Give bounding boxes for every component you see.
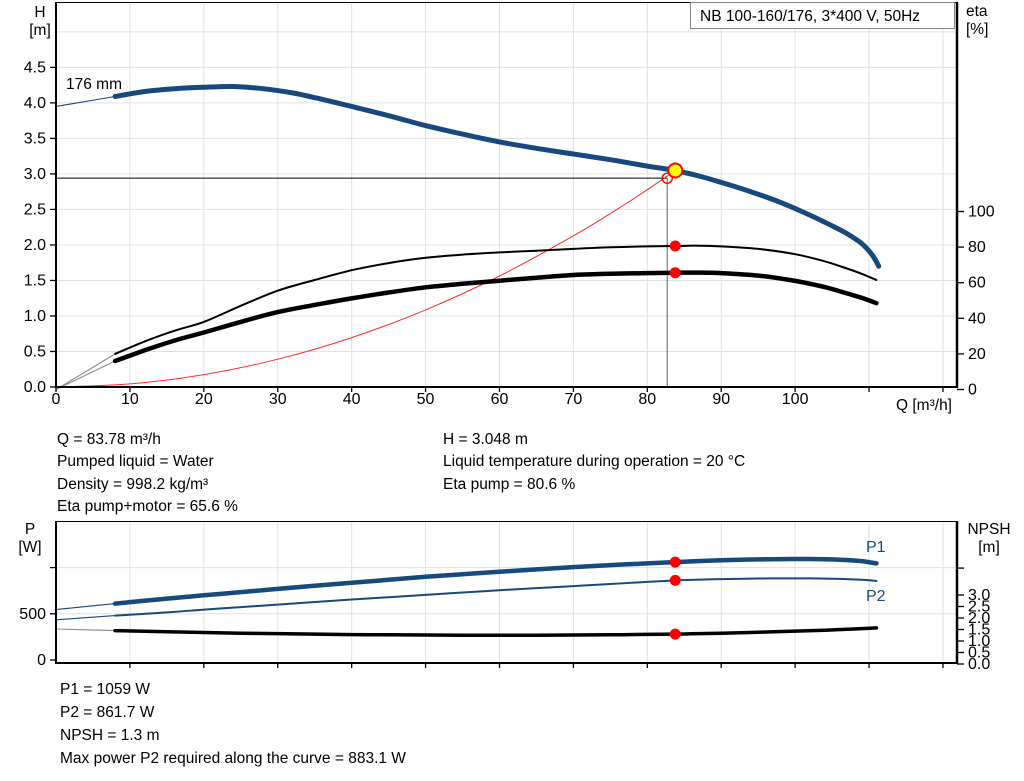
- head-curve-lead: [55, 95, 116, 107]
- h-axis-unit: [m]: [29, 22, 51, 39]
- q-axis-unit-label: Q [m³/h]: [896, 397, 952, 414]
- eta-axis-symbol: eta: [966, 3, 988, 20]
- p-axis-unit: [W]: [18, 539, 42, 556]
- y2-tick-label: 40: [968, 310, 986, 327]
- info-liquid-temperature: Liquid temperature during operation = 20…: [443, 453, 746, 471]
- y-tick-label: 1.0: [24, 308, 46, 325]
- x-tick-label: 40: [343, 391, 361, 408]
- x-tick-label: 50: [417, 391, 435, 408]
- npsh-curve: [113, 626, 879, 638]
- p-axis-symbol: P: [24, 521, 36, 538]
- h-axis-unit-label: H [m]: [22, 4, 58, 40]
- y-tick-label: 4.5: [24, 59, 46, 76]
- info-flow: Q = 83.78 m³/h: [57, 431, 161, 448]
- operating-point-dot[interactable]: [669, 240, 681, 252]
- info-max-power: Max power P2 required along the curve = …: [60, 750, 406, 768]
- y2-tick-label: 20: [968, 346, 986, 363]
- y-tick-label: 500: [19, 606, 46, 623]
- p2-curve-lead: [55, 615, 116, 621]
- info-head: H = 3.048 m: [443, 431, 528, 448]
- x-tick-label: 90: [712, 391, 730, 408]
- info-eta-pump: Eta pump = 80.6 %: [443, 475, 576, 493]
- y2-tick-label: 0.5: [968, 645, 990, 662]
- p-axis-unit-label: P [W]: [12, 521, 48, 557]
- y2-tick-label: 0: [968, 382, 977, 399]
- y2-tick-label: 1.5: [968, 622, 990, 639]
- x-tick-label: 20: [195, 391, 213, 408]
- y2-tick-label: 0.0: [968, 656, 990, 673]
- info-eta-pump-motor: Eta pump+motor = 65.6 %: [57, 498, 238, 516]
- operating-point-dot[interactable]: [669, 267, 681, 279]
- duty-info-left: Q = 83.78 m³/h Pumped liquid = Water Den…: [57, 429, 238, 519]
- operating-point-dot[interactable]: [669, 574, 681, 586]
- y-tick-label: 4.0: [24, 95, 46, 112]
- npsh-axis-symbol: NPSH: [967, 521, 1011, 538]
- info-p1: P1 = 1059 W: [60, 681, 151, 698]
- p1-curve: [112, 556, 879, 606]
- eta-axis-unit-label: eta [%]: [966, 3, 988, 39]
- eta-axis-unit: [%]: [966, 21, 989, 38]
- eta-pump-curve-lead: [55, 353, 116, 390]
- power-info-block: P1 = 1059 W P2 = 861.7 W NPSH = 1.3 m Ma…: [60, 678, 406, 770]
- head-curve: [112, 83, 882, 269]
- impeller-diameter-label: 176 mm: [66, 76, 122, 93]
- y-tick-label: 2.5: [24, 201, 46, 218]
- x-tick-label: 70: [564, 391, 582, 408]
- y2-tick-label: 60: [968, 275, 986, 292]
- info-p2: P2 = 861.7 W: [60, 704, 155, 722]
- eta-pump-curve: [114, 244, 878, 355]
- h-axis-symbol: H: [34, 4, 46, 21]
- y-tick-label: 0.5: [24, 343, 46, 360]
- pump-title: NB 100-160/176, 3*400 V, 50Hz: [700, 8, 921, 25]
- p2-curve-label: P2: [866, 588, 886, 605]
- pump-title-box: NB 100-160/176, 3*400 V, 50Hz: [690, 2, 955, 29]
- x-tick-label: 0: [52, 391, 61, 408]
- npsh-axis-unit: [m]: [978, 539, 1000, 556]
- x-tick-label: 10: [121, 391, 139, 408]
- info-npsh: NPSH = 1.3 m: [60, 727, 160, 745]
- y-tick-label: 0.0: [24, 379, 46, 396]
- y-tick-label: 1.5: [24, 272, 46, 289]
- operating-point-dot[interactable]: [669, 556, 681, 568]
- info-density: Density = 998.2 kg/m³: [57, 475, 209, 493]
- x-tick-label: 60: [491, 391, 509, 408]
- y-tick-label: 0: [37, 652, 46, 669]
- p1-curve-lead: [55, 603, 116, 611]
- y2-tick-label: 2.5: [968, 599, 990, 616]
- system-curve: [55, 170, 676, 388]
- y2-tick-label: 3.0: [968, 587, 990, 604]
- requested-duty-point-ring[interactable]: [661, 172, 673, 184]
- y-tick-label: 3.0: [24, 166, 46, 183]
- npsh-axis-unit-label: NPSH [m]: [962, 521, 1016, 557]
- duty-info-right: H = 3.048 m Liquid temperature during op…: [443, 429, 745, 496]
- info-pumped-liquid: Pumped liquid = Water: [57, 453, 214, 471]
- operating-point-dot[interactable]: [669, 628, 681, 640]
- eta-pump-motor-curve: [112, 270, 879, 364]
- y2-tick-label: 1.0: [968, 633, 990, 650]
- p1-curve-label: P1: [866, 539, 886, 556]
- p2-curve: [114, 577, 878, 617]
- duty-point-marker[interactable]: [667, 162, 684, 179]
- npsh-curve-lead: [55, 628, 116, 632]
- x-tick-label: 80: [638, 391, 656, 408]
- y2-tick-label: 80: [968, 239, 986, 256]
- y2-tick-label: 2.0: [968, 610, 990, 627]
- y-tick-label: 2.0: [24, 237, 46, 254]
- y-tick-label: 3.5: [24, 130, 46, 147]
- y2-tick-label: 100: [968, 204, 995, 221]
- x-tick-label: 30: [269, 391, 287, 408]
- x-tick-label: 100: [782, 391, 809, 408]
